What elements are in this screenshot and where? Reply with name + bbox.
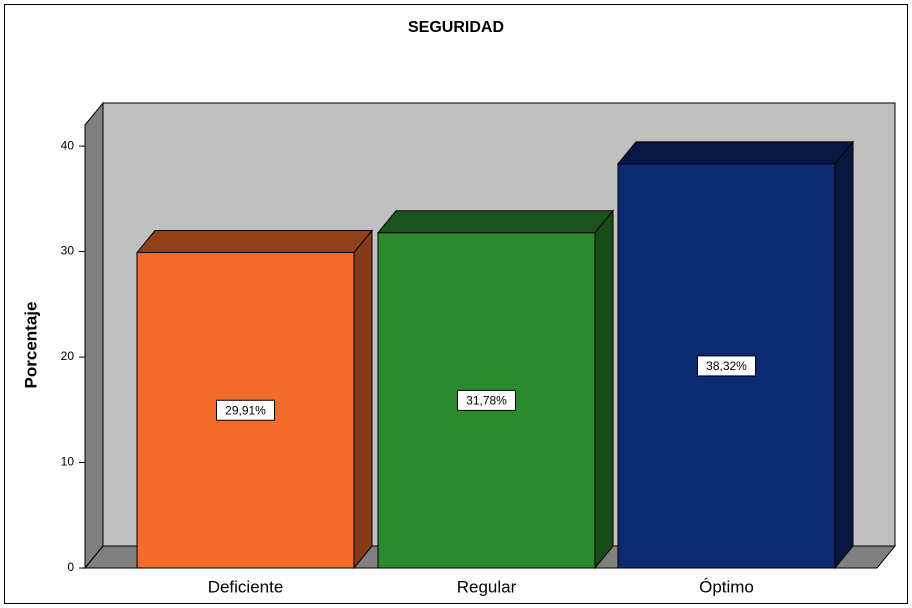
value-label: 38,32% [706, 359, 747, 373]
x-tick-label: Regular [457, 577, 517, 596]
y-tick-label: 40 [61, 138, 75, 152]
y-tick-label: 20 [61, 349, 75, 363]
y-axis-label: Porcentaje [21, 302, 40, 389]
bar-side [834, 140, 854, 570]
x-tick-label: Óptimo [699, 577, 754, 596]
x-tick-label: Deficiente [208, 577, 284, 596]
value-label-box [216, 399, 275, 421]
value-label-box [697, 355, 756, 377]
value-label-box [457, 389, 516, 411]
value-label: 31,78% [466, 394, 507, 408]
bar-side [353, 229, 373, 570]
bar-top [616, 141, 855, 165]
y-tick-label: 10 [61, 455, 75, 469]
y-tick-label: 0 [67, 560, 74, 574]
y-tick-label: 30 [61, 244, 75, 258]
bar-top [135, 230, 374, 254]
bar-side [594, 209, 614, 570]
left-wall [84, 101, 104, 570]
chart-title: SEGURIDAD [408, 19, 504, 36]
bar-top [376, 210, 615, 234]
value-label: 29,91% [225, 403, 266, 417]
